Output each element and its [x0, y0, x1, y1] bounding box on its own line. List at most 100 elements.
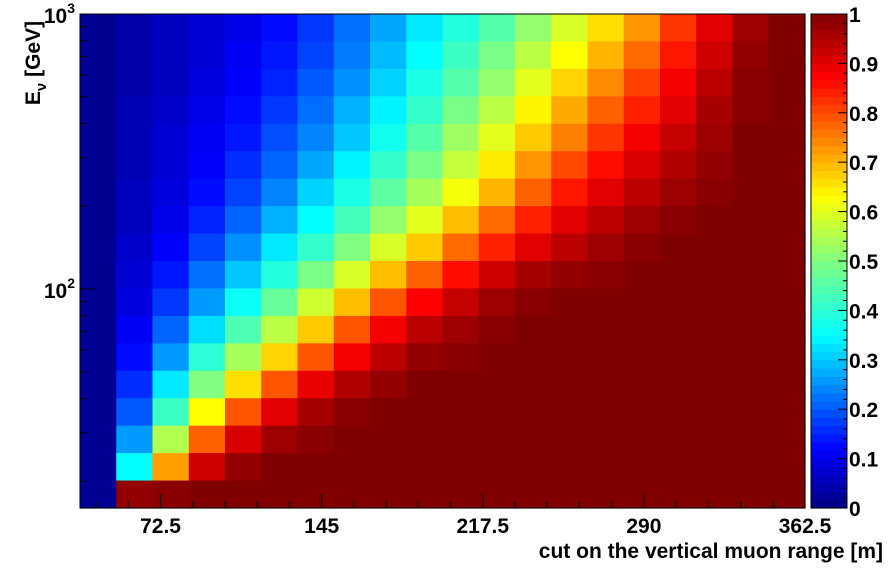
heatmap-cell [116, 41, 154, 70]
heatmap-cell [478, 14, 516, 43]
colorbar-segment [811, 145, 847, 155]
colorbar-segment [811, 252, 847, 262]
heatmap-cell [515, 453, 552, 482]
heatmap-cell [225, 206, 262, 235]
colorbar-segment [811, 162, 847, 172]
heatmap-cell [406, 206, 444, 235]
heatmap-cell [587, 41, 625, 70]
heatmap-cell [587, 425, 625, 454]
colorbar-segment [811, 178, 847, 188]
heatmap-cell [768, 343, 806, 372]
heatmap-cell [370, 178, 407, 207]
heatmap-cell [406, 370, 444, 399]
heatmap-cell [587, 68, 625, 97]
colorbar-segment [811, 203, 847, 213]
x-tick-label: 362.5 [779, 515, 832, 538]
heatmap-cell [660, 233, 697, 262]
heatmap-cell [551, 151, 589, 180]
heatmap-cell [333, 206, 371, 235]
heatmap-cell [116, 315, 154, 344]
colorbar-ticks: 0 0.1 0.2 0.3 0.4 0.5 0.6 0.7 0.8 0.9 1 [838, 4, 879, 521]
colorbar-tick-label: 0.1 [849, 449, 879, 472]
heatmap-cell [623, 288, 661, 317]
heatmap-cell [370, 425, 407, 454]
heatmap-cell [551, 123, 589, 152]
heatmap-cell [732, 68, 770, 97]
heatmap-cell [116, 398, 154, 427]
heatmap-cell [333, 178, 371, 207]
heatmap-cell [623, 206, 661, 235]
heatmap-cell [732, 151, 770, 180]
heatmap-cell [623, 178, 661, 207]
heatmap-cell [261, 178, 299, 207]
heatmap-cell [623, 370, 661, 399]
heatmap-cell [442, 123, 480, 152]
heatmap-cell [696, 261, 734, 290]
heatmap-cell [696, 123, 734, 152]
heatmap-cell [696, 206, 734, 235]
colorbar-segment [811, 104, 847, 114]
colorbar-segment [811, 55, 847, 64]
heatmap-cell [297, 288, 335, 317]
colorbar-tick-label: 0.7 [849, 152, 878, 175]
heatmap-cell [587, 343, 625, 372]
heatmap-cell [515, 425, 552, 454]
heatmap-cell [623, 453, 661, 482]
colorbar-tick-label: 0.5 [849, 251, 879, 274]
heatmap-cell [225, 425, 262, 454]
heatmap-cell [225, 14, 262, 43]
heatmap-cell [297, 233, 335, 262]
heatmap-cell [623, 41, 661, 70]
heatmap-cell [152, 68, 190, 97]
colorbar-segment [811, 219, 847, 229]
heatmap-cell [623, 425, 661, 454]
x-axis-label: cut on the vertical muon range [m] [539, 540, 883, 563]
heatmap-cell [660, 425, 697, 454]
heatmap-cell [152, 315, 190, 344]
heatmap-cell [152, 288, 190, 317]
heatmap-cell [297, 315, 335, 344]
heatmap-cell [116, 151, 154, 180]
colorbar-segment [811, 343, 847, 353]
heatmap-cell [732, 261, 770, 290]
heatmap-cell [623, 261, 661, 290]
x-tick-label: 72.5 [140, 515, 181, 538]
heatmap-cell [297, 178, 335, 207]
heatmap-cell [587, 398, 625, 427]
heatmap-cell [406, 178, 444, 207]
heatmap-cell [116, 343, 154, 372]
heatmap-cell [732, 315, 770, 344]
colorbar-segment [811, 269, 847, 279]
colorbar-segment [811, 186, 847, 196]
heatmap-cell [442, 206, 480, 235]
heatmap-cell [660, 261, 697, 290]
heatmap-cell [188, 288, 226, 317]
heatmap-cell [406, 123, 444, 152]
heatmap-cell [80, 206, 117, 235]
heatmap-cell [297, 96, 335, 125]
heatmap-cell [696, 233, 734, 262]
heatmap-cell [152, 370, 190, 399]
heatmap-cell [333, 425, 371, 454]
heatmap-cell [551, 41, 589, 70]
colorbar-segment [811, 96, 847, 106]
heatmap-cell [587, 480, 625, 509]
heatmap-cell [515, 398, 552, 427]
heatmap-cell [261, 206, 299, 235]
heatmap-cell [261, 41, 299, 70]
heatmap-cell [152, 261, 190, 290]
heatmap-cell [261, 288, 299, 317]
heatmap-cell [116, 178, 154, 207]
heatmap-cell [370, 14, 407, 43]
heatmap-cell [696, 288, 734, 317]
heatmap-cell [442, 233, 480, 262]
heatmap-cell [297, 370, 335, 399]
heatmap-cell [406, 233, 444, 262]
colorbar-segment [811, 211, 847, 221]
heatmap-cell [80, 151, 117, 180]
colorbar-segment [811, 170, 847, 180]
heatmap-cell [768, 178, 806, 207]
heatmap-cell [478, 425, 516, 454]
heatmap-cell [696, 96, 734, 125]
